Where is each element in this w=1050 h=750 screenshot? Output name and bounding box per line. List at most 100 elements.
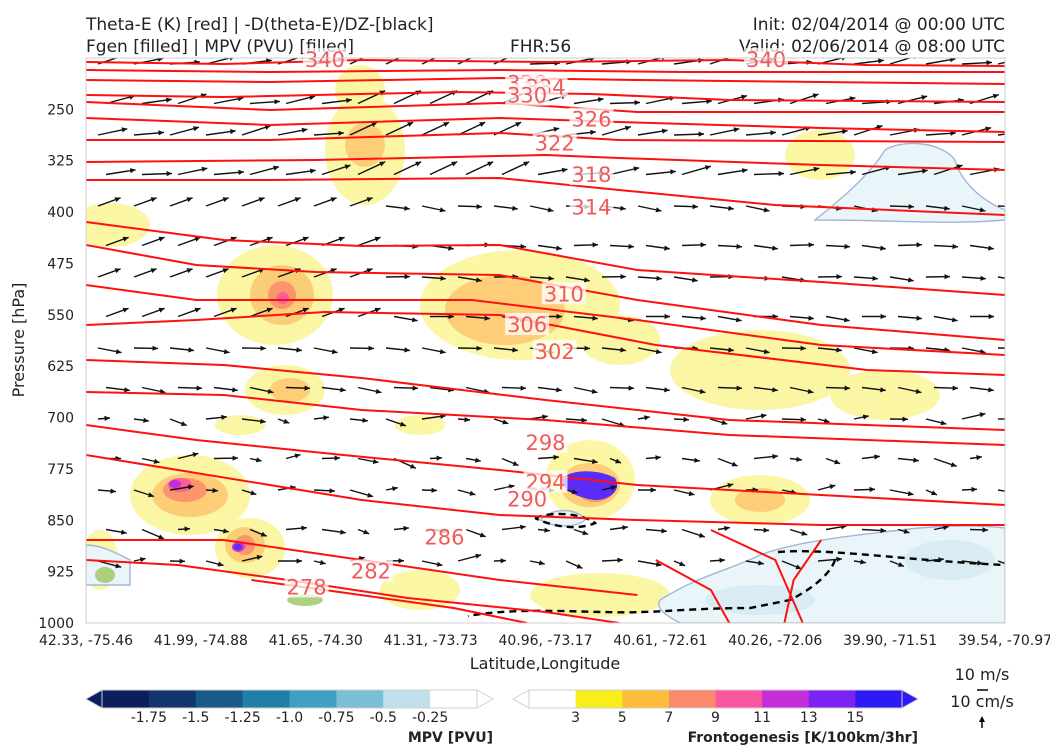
- wind-vector-head: [153, 346, 159, 351]
- x-tick-label: 39.54, -70.97: [958, 633, 1050, 649]
- y-tick-label: 775: [47, 462, 74, 478]
- wind-vector-head: [633, 166, 639, 171]
- wind-vector-head: [405, 274, 411, 279]
- wind-vector-head: [724, 526, 730, 531]
- wind-vector-head: [329, 488, 335, 493]
- wind-vector-head: [952, 244, 958, 249]
- wind-ref-vertical-arrowhead: [979, 716, 985, 722]
- contour-label: 278: [287, 575, 327, 599]
- wind-vector-head: [736, 244, 742, 249]
- colorbar-tick-label: 11: [753, 710, 771, 726]
- wind-vector-head: [187, 197, 193, 202]
- wind-vector-head: [734, 127, 740, 132]
- colorbar-extend-left: [513, 690, 529, 708]
- colorbar-title: Frontogenesis [K/100km/3hr]: [688, 730, 918, 746]
- wind-vector-head: [665, 314, 670, 319]
- colorbar-extend-right: [477, 690, 493, 708]
- wind-vector-head: [655, 455, 661, 460]
- wind-vector-head: [779, 171, 785, 176]
- wind-vector-head: [872, 276, 878, 281]
- wind-vector-head: [916, 316, 922, 321]
- wind-vector-head: [371, 51, 377, 56]
- contour-label: 322: [535, 132, 575, 156]
- colorbar-tick-label: -0.5: [370, 710, 397, 726]
- colorbar-tick-label: 7: [664, 710, 673, 726]
- wind-vector-head: [130, 168, 136, 173]
- x-tick-label: 41.65, -74.30: [269, 633, 363, 649]
- contour-label: 310: [544, 282, 584, 306]
- wind-vector-head: [661, 528, 667, 533]
- wind-vector-head: [986, 60, 992, 65]
- wind-vector-head: [440, 349, 446, 354]
- wind-vector-head: [689, 491, 695, 496]
- wind-vector-head: [110, 489, 116, 494]
- wind-vector-head: [908, 491, 914, 496]
- wind-vector-head: [1017, 204, 1023, 209]
- wind-vector-head: [1015, 565, 1021, 570]
- wind-vector: [890, 55, 919, 64]
- wind-vector-head: [656, 276, 662, 281]
- wind-vector-head: [598, 97, 604, 102]
- wind-vector-head: [656, 349, 662, 354]
- colorbar-tick-label: 15: [846, 710, 864, 726]
- wind-vector-head: [515, 51, 521, 56]
- wind-vector-head: [834, 459, 840, 464]
- wind-vector-head: [116, 349, 122, 354]
- wind-vector-head: [320, 560, 326, 565]
- contour-label: 318: [571, 163, 611, 187]
- wind-vector-head: [644, 415, 650, 420]
- wind-vector-head: [719, 558, 725, 563]
- colorbar-segment: [290, 690, 337, 708]
- wind-vector-head: [443, 51, 449, 56]
- wind-vector-head: [980, 412, 986, 417]
- wind-vector-head: [413, 386, 419, 391]
- wind-vector-head: [700, 316, 706, 321]
- colorbar-segment: [149, 690, 196, 708]
- wind-vector: [998, 277, 1022, 281]
- colorbar-extend-right: [902, 690, 918, 708]
- wind-vector: [998, 490, 1016, 493]
- wind-vector-head: [742, 168, 748, 173]
- wind-vector-head: [542, 415, 548, 420]
- wind-vector-head: [197, 386, 203, 391]
- wind-vector-head: [373, 459, 379, 464]
- colorbar-tick-label: -1.75: [131, 710, 167, 726]
- wind-vector-head: [151, 197, 157, 202]
- x-tick-label: 40.26, -72.06: [728, 633, 822, 649]
- colorbar-segment: [576, 690, 623, 708]
- wind-vector-head: [407, 51, 413, 56]
- wind-vector-head: [223, 197, 229, 202]
- wind-vector-head: [844, 244, 850, 249]
- wind-vector-head: [980, 276, 986, 281]
- contour-label: 330: [507, 84, 547, 108]
- colorbar-tick-label: -1.5: [182, 710, 209, 726]
- wind-vector-head: [274, 99, 280, 104]
- wind-vector-head: [581, 418, 587, 423]
- wind-vector-head: [1010, 490, 1016, 495]
- wind-vector-head: [761, 414, 767, 419]
- wind-vector-head: [104, 416, 110, 421]
- wind-vector: [998, 206, 1022, 207]
- wind-vector-head: [399, 558, 405, 563]
- contour-label: 326: [571, 108, 611, 132]
- wind-vector-head: [809, 242, 815, 247]
- x-tick-label: 41.31, -73.73: [384, 633, 478, 649]
- wind-vector-head: [432, 488, 438, 493]
- wind-vector-head: [295, 197, 301, 202]
- wind-ref-top: 10 m/s: [955, 665, 1010, 684]
- wind-vector-head: [158, 130, 164, 135]
- wind-vector-head: [813, 93, 819, 98]
- wind-vector-head: [945, 274, 951, 279]
- wind-vector-head: [267, 237, 273, 242]
- wind-vector-head: [582, 530, 588, 535]
- wind-vector-head: [238, 170, 244, 175]
- wind-vector-head: [1017, 346, 1023, 351]
- colorbar-segment: [762, 690, 809, 708]
- wind-vector-head: [1021, 56, 1027, 61]
- x-tick-label: 40.61, -72.61: [613, 633, 707, 649]
- wind-vector-head: [562, 168, 568, 173]
- colorbar-segment: [196, 690, 243, 708]
- wind-vector-head: [913, 54, 919, 59]
- wind-vector-head: [115, 197, 121, 202]
- contour-label: 306: [507, 313, 547, 337]
